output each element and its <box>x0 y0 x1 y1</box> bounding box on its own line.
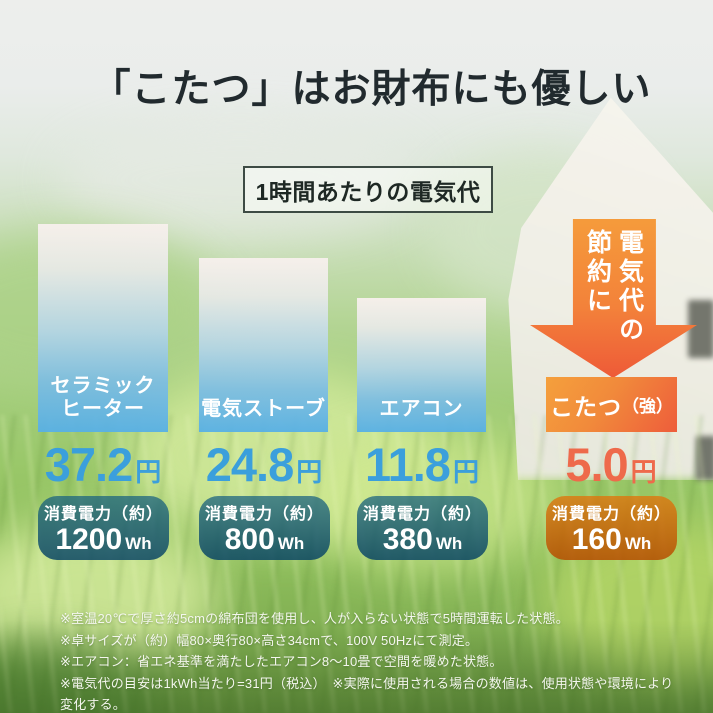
power-badge-air-conditioner: 消費電力（約） 380 Wh <box>357 496 488 560</box>
power-badge-electric-stove: 消費電力（約） 800 Wh <box>199 496 330 560</box>
page-title: 「こたつ」はお財布にも優しい <box>91 68 652 111</box>
power-badge-kotatsu: 消費電力（約） 160 Wh <box>546 496 677 560</box>
savings-arrow-text: 電気代の 節約に <box>583 229 644 345</box>
house-window <box>688 300 713 358</box>
footnotes: ※室温20℃で厚さ約5cmの綿布団を使用し、人が入らない状態で5時間運転した状態… <box>60 608 680 713</box>
price-air-conditioner: 11.8 円 <box>365 438 479 491</box>
power-badge-ceramic-heater: 消費電力（約） 1200 Wh <box>38 496 169 560</box>
bottom-shadow <box>0 620 713 713</box>
bar-label-air-conditioner: エアコン <box>379 398 464 421</box>
bar-air-conditioner: エアコン <box>357 298 486 432</box>
footnote-line: ※電気代の目安は1kWh当たり=31円（税込） ※実際に使用される場合の数値は、… <box>60 675 674 713</box>
bar-label-kotatsu: こたつ （強） <box>546 377 677 432</box>
bar-label-ceramic-heater: セラミック ヒーター <box>50 374 156 421</box>
bar-ceramic-heater: セラミック ヒーター <box>38 224 168 432</box>
footnote-line: ※室温20℃で厚さ約5cmの綿布団を使用し、人が入らない状態で5時間運転した状態… <box>60 611 569 626</box>
price-kotatsu: 5.0 円 <box>565 438 657 491</box>
subtitle-box: 1時間あたりの電気代 <box>243 166 493 213</box>
house-window <box>696 436 713 480</box>
bar-electric-stove: 電気ストーブ <box>199 258 328 432</box>
subtitle-label: 1時間あたりの電気代 <box>255 178 481 205</box>
bar-label-electric-stove: 電気ストーブ <box>201 398 326 421</box>
price-ceramic-heater: 37.2 円 <box>44 438 162 491</box>
footnote-line: ※エアコン：省エネ基準を満たしたエアコン8〜10畳で空間を暖めた状態。 <box>60 654 503 669</box>
price-electric-stove: 24.8 円 <box>205 438 323 491</box>
footnote-line: ※卓サイズが（約）幅80×奥行80×高さ34cmで、100V 50Hzにて測定。 <box>60 632 479 648</box>
